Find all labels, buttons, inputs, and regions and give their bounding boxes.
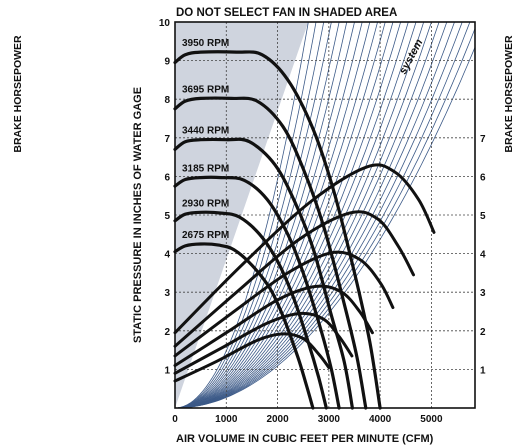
system-curve [175, 22, 332, 408]
y-tick-label: 4 [164, 250, 170, 261]
pressure-curve [173, 137, 354, 410]
left-bhp-axis-label: BRAKE HORSEPOWER [12, 35, 24, 153]
bhp-tick-label: 6 [480, 172, 486, 183]
right-bhp-axis-label: BRAKE HORSEPOWER [503, 35, 515, 153]
y-tick-label: 9 [164, 57, 170, 68]
bhp-curve [173, 210, 415, 348]
rpm-label: 3185 RPM [182, 164, 229, 175]
y-tick-label: 8 [164, 95, 170, 106]
x-tick-label: 3000 [318, 414, 341, 425]
pressure-curve [173, 50, 382, 410]
y-tick-label: 5 [164, 211, 170, 222]
rpm-label: 3440 RPM [182, 126, 229, 137]
rpm-label: 3950 RPM [182, 38, 229, 49]
y-tick-label: 2 [164, 327, 170, 338]
system-curve [175, 27, 475, 408]
pressure-curve [173, 175, 341, 410]
pressure-curve [173, 242, 315, 410]
system-curve [175, 22, 417, 408]
bhp-tick-label: 5 [480, 211, 486, 222]
bhp-curve [173, 284, 374, 367]
y-tick-label: 6 [164, 172, 170, 183]
tick-labels: 0 1000 2000 3000 4000 5000 1 2 3 4 5 6 7 8 9 10 1 2 3 4 5 6 7 [159, 18, 486, 425]
system-curve [175, 22, 455, 408]
bhp-tick-label: 7 [480, 134, 486, 145]
pressure-curve [173, 210, 328, 410]
bhp-tick-label: 3 [480, 288, 486, 299]
x-tick-label: 1000 [215, 414, 238, 425]
y-tick-label: 7 [164, 134, 170, 145]
rpm-label: 2930 RPM [182, 198, 229, 209]
rpm-label: 3695 RPM [182, 84, 229, 95]
system-curve [175, 22, 425, 408]
system-curve [175, 22, 386, 408]
system-curve [175, 22, 394, 408]
system-curve [175, 22, 325, 408]
plot-frame [174, 21, 476, 409]
x-tick-label: 0 [172, 414, 178, 425]
chart-title: DO NOT SELECT FAN IN SHADED AREA [176, 7, 397, 19]
system-curve [175, 46, 475, 408]
y-axis-label: STATIC PRESSURE IN INCHES OF WATER GAGE [132, 87, 144, 343]
bhp-tick-label: 1 [480, 365, 486, 376]
system-curve [175, 22, 402, 408]
bhp-curve [173, 163, 436, 335]
bhp-curve [173, 332, 331, 383]
system-curve [175, 22, 340, 408]
y-tick-label: 3 [164, 288, 170, 299]
y-tick-label: 1 [164, 365, 170, 376]
x-axis-label: AIR VOLUME IN CUBIC FEET PER MINUTE (CFM… [176, 433, 434, 445]
system-curve [175, 22, 432, 408]
x-tick-label: 5000 [420, 414, 443, 425]
y-tick-label: 10 [159, 18, 171, 29]
pressure-curves [173, 50, 382, 410]
pressure-curve [173, 96, 368, 410]
bhp-tick-label: 2 [480, 327, 486, 338]
system-curve [175, 22, 463, 408]
system-curve [175, 22, 355, 408]
x-tick-label: 4000 [369, 414, 392, 425]
rpm-label: 2675 RPM [182, 230, 229, 241]
bhp-tick-label: 4 [480, 250, 486, 261]
system-curve [175, 22, 348, 408]
x-tick-label: 2000 [266, 414, 289, 425]
system-curve [175, 22, 471, 408]
curve-labels: 3950 RPM 3695 RPM 3440 RPM 3185 RPM 2930 RPM… [182, 38, 229, 241]
